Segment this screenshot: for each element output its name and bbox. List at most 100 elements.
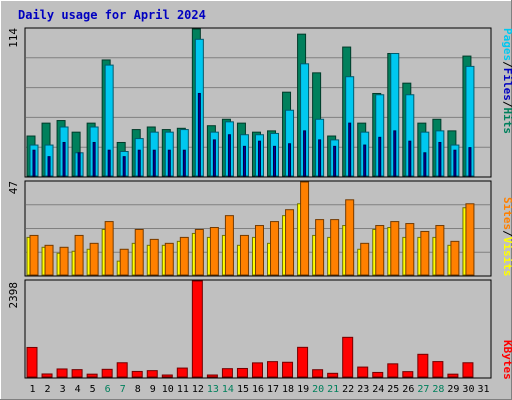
bar-kbytes-day-13 (206, 374, 218, 378)
day-label-4: 4 (75, 384, 81, 395)
bar-kbytes-day-20 (312, 369, 324, 378)
bar-sites-day-7 (119, 248, 129, 276)
day-label-17: 17 (267, 384, 279, 395)
bar-sites-day-25 (390, 221, 400, 276)
day-label-23: 23 (357, 384, 369, 395)
bar-pages-day-24 (378, 136, 382, 177)
sites-visits-panel (24, 180, 492, 277)
bar-pages-day-7 (122, 156, 126, 177)
bar-sites-day-4 (74, 234, 84, 276)
bar-pages-day-5 (92, 141, 96, 177)
bar-sites-day-11 (179, 236, 189, 276)
day-label-30: 30 (462, 384, 474, 395)
day-label-3: 3 (60, 384, 66, 395)
bar-sites-day-28 (435, 225, 445, 276)
bar-pages-day-2 (47, 156, 51, 177)
bar-pages-day-1 (32, 149, 36, 177)
day-label-21: 21 (327, 384, 339, 395)
day-label-8: 8 (135, 384, 141, 395)
bar-pages-day-21 (333, 145, 337, 177)
legend-top: Pages/Files/Hits (501, 28, 512, 134)
day-label-22: 22 (342, 384, 354, 395)
day-label-9: 9 (150, 384, 156, 395)
bar-sites-day-18 (285, 209, 295, 276)
day-label-5: 5 (90, 384, 96, 395)
chart-title: Daily usage for April 2024 (18, 8, 206, 22)
day-label-24: 24 (372, 384, 384, 395)
bar-pages-day-26 (408, 140, 412, 177)
ymax-label-sites: 47 (7, 181, 20, 194)
bar-kbytes-day-8 (131, 370, 143, 378)
day-label-31: 31 (477, 384, 489, 395)
bar-pages-day-23 (363, 144, 367, 177)
bar-kbytes-day-30 (462, 362, 474, 378)
bar-pages-day-17 (273, 145, 277, 177)
bar-pages-day-14 (227, 134, 231, 177)
day-label-2: 2 (45, 384, 51, 395)
bar-sites-day-10 (164, 242, 174, 276)
bar-kbytes-day-28 (432, 361, 444, 378)
legend-sites: Sites (501, 197, 512, 230)
bar-kbytes-day-25 (387, 363, 399, 378)
bar-sites-day-30 (465, 203, 475, 276)
bar-sites-day-15 (239, 234, 249, 276)
legend-visits: Visits (501, 237, 512, 277)
day-label-13: 13 (207, 384, 219, 395)
bar-sites-day-2 (44, 244, 54, 276)
bar-sites-day-17 (270, 221, 280, 276)
ymax-label-hits: 114 (7, 28, 20, 48)
bar-sites-day-27 (420, 230, 430, 276)
bar-pages-day-27 (423, 152, 427, 177)
legend-pages: Pages (501, 28, 512, 61)
day-label-14: 14 (222, 384, 234, 395)
bar-pages-day-18 (288, 143, 292, 177)
bar-kbytes-day-29 (447, 373, 459, 378)
bar-kbytes-day-18 (282, 361, 294, 378)
bar-pages-day-25 (393, 130, 397, 177)
bar-kbytes-day-27 (417, 353, 429, 378)
kbytes-panel (24, 279, 492, 379)
bar-pages-day-22 (348, 122, 352, 177)
bar-kbytes-day-22 (342, 336, 354, 378)
day-label-20: 20 (312, 384, 324, 395)
ymax-label-kbytes: 2398 (7, 282, 20, 309)
day-label-19: 19 (297, 384, 309, 395)
day-label-10: 10 (162, 384, 174, 395)
bar-sites-day-3 (59, 246, 69, 276)
bar-sites-day-14 (224, 215, 234, 276)
day-label-18: 18 (282, 384, 294, 395)
bar-sites-day-13 (209, 227, 219, 276)
bar-kbytes-day-23 (357, 366, 369, 378)
bar-kbytes-day-4 (71, 369, 83, 378)
day-axis: 1 2 3 4 5 6 7 8 9 10 11 12 13 14 15 16 17 18 19 20 21 22 23 24 2… (30, 384, 490, 395)
legend-hits: Hits (501, 108, 512, 135)
bar-kbytes-day-5 (86, 373, 98, 378)
bar-pages-day-15 (242, 145, 246, 177)
bar-sites-day-29 (450, 240, 460, 276)
bar-pages-day-6 (107, 149, 111, 177)
bar-kbytes-day-14 (221, 368, 233, 378)
bar-pages-day-10 (167, 149, 171, 177)
bar-kbytes-day-7 (116, 362, 128, 378)
bar-kbytes-day-24 (372, 371, 384, 378)
legend-sep-2: / (501, 101, 512, 108)
bar-pages-day-16 (257, 140, 261, 177)
bar-pages-day-29 (453, 149, 457, 177)
bar-kbytes-day-3 (56, 368, 68, 378)
bar-kbytes-day-26 (402, 371, 414, 378)
day-label-29: 29 (447, 384, 459, 395)
bar-sites-day-1 (29, 234, 39, 276)
day-label-12: 12 (192, 384, 204, 395)
bar-pages-day-3 (62, 141, 66, 177)
day-label-25: 25 (387, 384, 399, 395)
bar-kbytes-day-19 (297, 346, 309, 378)
day-label-7: 7 (120, 384, 126, 395)
bar-kbytes-day-15 (236, 367, 248, 378)
day-label-28: 28 (432, 384, 444, 395)
bar-kbytes-day-12 (191, 280, 203, 378)
day-label-1: 1 (30, 384, 36, 395)
hits-files-pages-panel (24, 27, 492, 178)
bar-sites-day-9 (149, 238, 159, 276)
bar-pages-day-11 (182, 149, 186, 177)
